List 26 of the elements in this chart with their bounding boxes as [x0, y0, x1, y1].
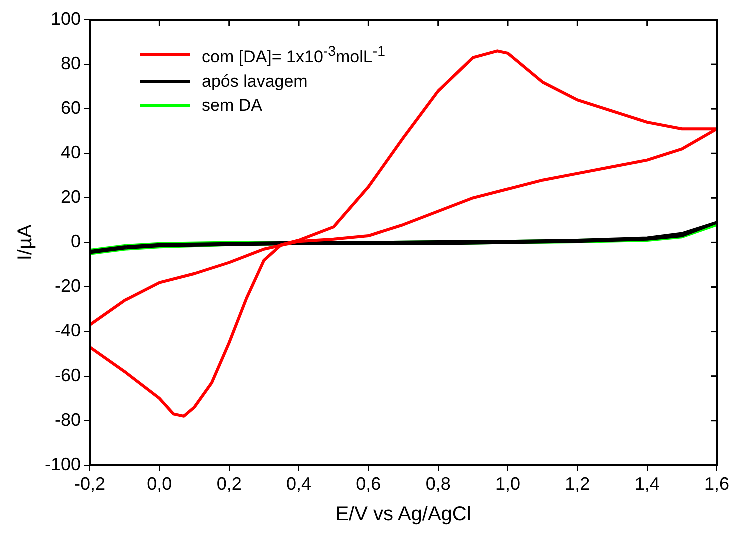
legend-label: sem DA: [202, 94, 262, 117]
y-tick-label: -40: [55, 320, 82, 341]
x-tick-label: -0,2: [74, 474, 106, 494]
y-tick-label: -100: [44, 454, 82, 474]
y-axis-title: I/µA: [14, 224, 37, 261]
y-tick-label: -80: [55, 410, 82, 430]
y-tick-label: 100: [50, 8, 82, 29]
x-tick-label: 1,6: [704, 474, 730, 494]
x-axis-title: E/V vs Ag/AgCl: [336, 504, 472, 526]
y-tick-label: 40: [60, 142, 82, 163]
legend-label: após lavagem: [202, 70, 308, 93]
y-tick-label: -60: [55, 365, 82, 386]
x-tick-label: 0,2: [216, 474, 242, 494]
x-tick-label: 0,4: [286, 474, 312, 494]
y-tick-label: 80: [60, 54, 82, 74]
y-tick-label: 0: [71, 232, 82, 252]
y-tick-label: 60: [60, 98, 82, 118]
y-tick-label: -20: [55, 276, 82, 296]
y-tick-label: 20: [60, 187, 82, 208]
x-tick-label: 0,8: [426, 474, 451, 494]
x-tick-label: 0,6: [356, 474, 382, 494]
x-tick-label: 0,0: [147, 474, 172, 494]
x-tick-label: 1,2: [565, 474, 590, 494]
legend-label: com [DA]= 1x10$^{-3}$molL$^{-1}$: [202, 43, 386, 69]
x-tick-label: 1,4: [634, 474, 660, 494]
x-tick-label: 1,0: [495, 474, 521, 494]
